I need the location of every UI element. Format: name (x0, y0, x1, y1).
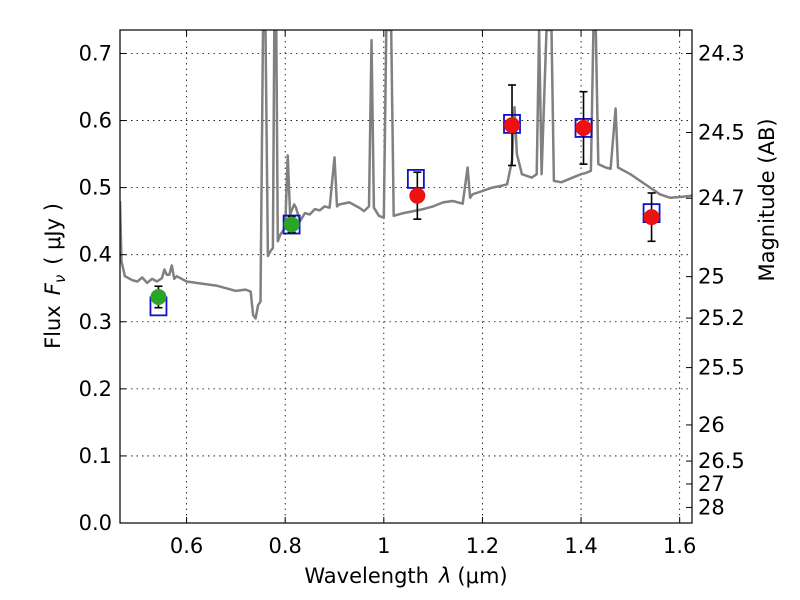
observed-red-point (643, 209, 660, 226)
plot-frame (119, 29, 693, 524)
y-tick-label: 0.7 (79, 41, 112, 65)
marker-layer (149, 84, 661, 317)
x-axis-label: Wavelength λ (μm) (304, 564, 507, 588)
y2-axis-label: Magnitude (AB) (755, 118, 779, 281)
mag-tick-label: 26 (698, 413, 725, 437)
observed-red-point (504, 117, 521, 134)
model-spectrum-line (120, 30, 692, 320)
mag-tick-label: 25.5 (698, 356, 745, 380)
x-tick-label: 0.8 (268, 534, 301, 558)
observed-red-point (409, 187, 426, 204)
spectrum-layer (120, 30, 692, 320)
y-tick-label: 0.6 (79, 109, 112, 133)
x-tick-label: 1.2 (466, 534, 499, 558)
y-tick-label: 0.2 (79, 377, 112, 401)
mag-tick-label: 28 (698, 495, 725, 519)
x-tick-label: 1.6 (663, 534, 696, 558)
ticks: 0.6 0.8 1 1.2 1.4 1.6 0.0 0.1 0.2 0.3 0.4 0.5 0.6 0.7… (79, 30, 745, 558)
y-tick-label: 0.5 (79, 176, 112, 200)
y-axis-label: FluxFν( μJy ) (41, 203, 69, 349)
x-tick-label: 1.4 (564, 534, 597, 558)
mag-tick-label: 27 (698, 472, 725, 496)
mag-tick-label: 26.5 (698, 449, 745, 473)
mag-tick-label: 25.2 (698, 306, 745, 330)
mag-tick-label: 24.7 (698, 186, 745, 210)
y-tick-label: 0.1 (79, 444, 112, 468)
observed-green-point (283, 216, 300, 233)
y-tick-label: 0.4 (79, 243, 112, 267)
mag-tick-label: 25 (698, 265, 725, 289)
x-tick-label: 1 (377, 534, 390, 558)
y-tick-label: 0.3 (79, 310, 112, 334)
mag-tick-label: 24.3 (698, 41, 745, 65)
observed-green-point (150, 288, 167, 305)
observed-red-point (575, 119, 592, 136)
mag-tick-label: 24.5 (698, 120, 745, 144)
y-tick-label: 0.0 (79, 511, 112, 535)
x-tick-label: 0.6 (170, 534, 203, 558)
